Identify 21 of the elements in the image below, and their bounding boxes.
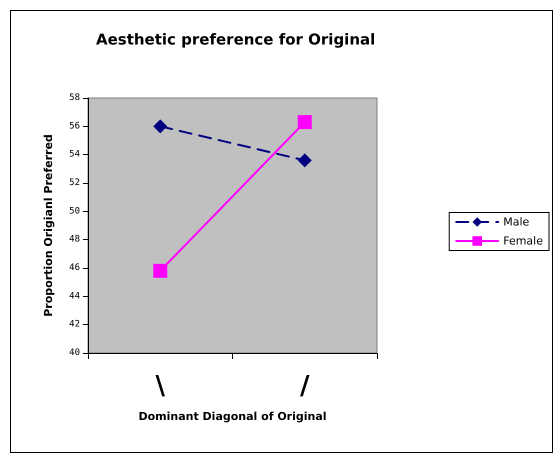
- point: [153, 119, 168, 134]
- x-axis-title: Dominant Diagonal of Original: [138, 410, 327, 423]
- y-tick-label: 40: [69, 348, 80, 358]
- y-axis-title: Proportion Origianl Preferred: [42, 134, 55, 317]
- y-tick-label: 54: [69, 150, 80, 160]
- y-tick-label: 48: [69, 234, 80, 245]
- chart-title: Aesthetic preference for Original: [96, 30, 376, 48]
- legend-label: Male: [503, 216, 530, 228]
- x-tick-label: \: [156, 371, 166, 401]
- y-tick-label: 50: [69, 206, 80, 216]
- y-tick-label: 52: [69, 178, 80, 188]
- y-tick-label: 46: [69, 263, 80, 273]
- point: [298, 153, 312, 168]
- y-tick-label: 58: [69, 93, 80, 103]
- point: [153, 264, 168, 278]
- y-tick-label: 42: [69, 320, 80, 330]
- legend-label: Female: [503, 234, 544, 248]
- y-tick-label: 44: [69, 291, 80, 302]
- y-tick-label: 56: [69, 121, 80, 132]
- point: [298, 115, 312, 130]
- x-tick-label: /: [300, 371, 310, 401]
